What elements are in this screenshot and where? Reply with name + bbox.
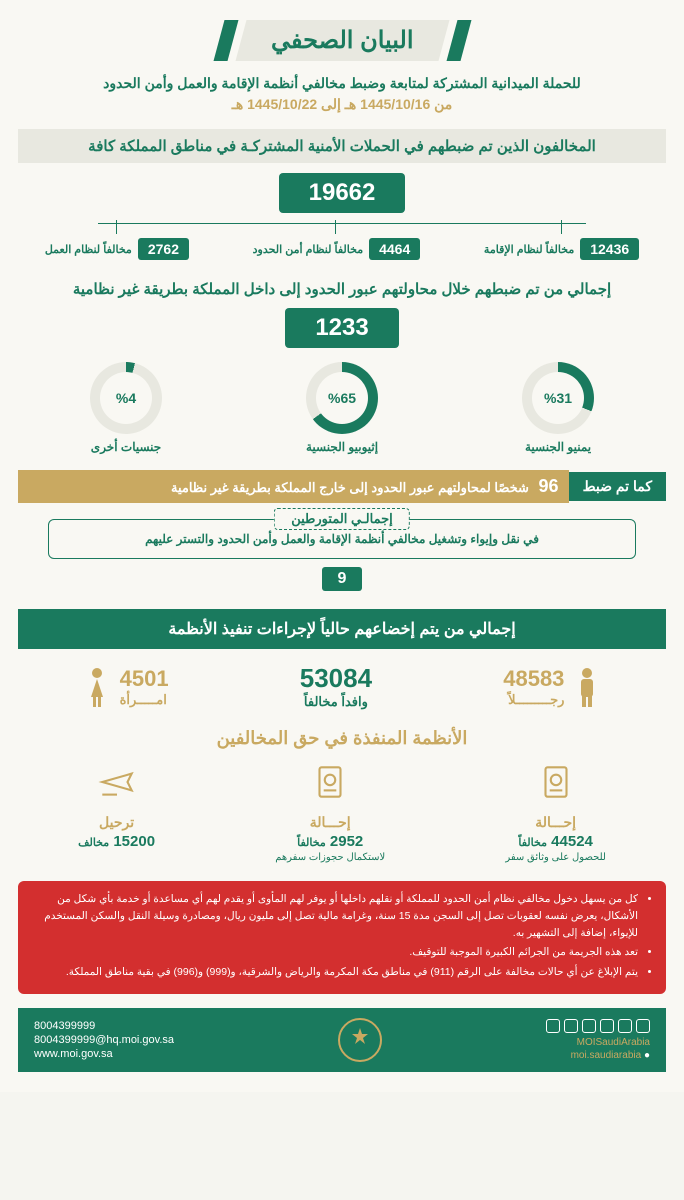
action-value: 44524 bbox=[551, 833, 593, 850]
gender-men: 48583 رجـــــــــلاً bbox=[503, 666, 600, 708]
footer-emblem bbox=[338, 1018, 382, 1062]
social-icon bbox=[618, 1019, 632, 1033]
warning-line: تعد هذه الجريمة من الجرائم الكبيرة الموج… bbox=[32, 944, 638, 961]
breakdown-value: 2762 bbox=[138, 238, 189, 260]
social-icon bbox=[636, 1019, 650, 1033]
pie-item: %65 إثيوبيو الجنسية bbox=[306, 362, 378, 454]
action-item: ترحيل 15200 مخالف bbox=[78, 761, 155, 863]
footer-site: www.moi.gov.sa bbox=[34, 1048, 174, 1060]
date-range: من 1445/10/16 هـ إلى 1445/10/22 هـ bbox=[18, 96, 666, 113]
gender-row: 48583 رجـــــــــلاً 53084 وافداً مخالفا… bbox=[18, 663, 666, 710]
action-title: إحـــالة bbox=[505, 814, 606, 831]
footer-handle: MOISaudiArabia bbox=[546, 1037, 650, 1048]
pie-percent: %31 bbox=[532, 372, 584, 424]
social-icon bbox=[564, 1019, 578, 1033]
emblem-icon bbox=[338, 1018, 382, 1062]
pie-percent: %4 bbox=[100, 372, 152, 424]
section2-title: إجمالي من تم ضبطهم خلال محاولتهم عبور ال… bbox=[18, 280, 666, 298]
action-sub: للحصول على وثائق سفر bbox=[505, 852, 606, 863]
breakdown-label: مخالفاً لنظام الإقامة bbox=[484, 243, 574, 256]
male-icon bbox=[574, 667, 600, 707]
action-unit: مخالفاً bbox=[518, 837, 547, 849]
warning-line: كل من يسهل دخول مخالفي نظام أمن الحدود ل… bbox=[32, 891, 638, 941]
warning-box: كل من يسهل دخول مخالفي نظام أمن الحدود ل… bbox=[18, 881, 666, 994]
footer-contact: 8004399999 8004399999@hq.moi.gov.sa www.… bbox=[34, 1020, 174, 1060]
men-label: رجـــــــــلاً bbox=[503, 692, 564, 708]
action-row: 15200 مخالف bbox=[78, 833, 155, 850]
footer-email: 8004399999@hq.moi.gov.sa bbox=[34, 1034, 174, 1046]
enforcement-bar: إجمالي من يتم إخضاعهم حالياً لإجراءات تن… bbox=[18, 609, 666, 649]
involved-tag: إجمالـي المتورطين bbox=[274, 508, 410, 530]
section2-total: 1233 bbox=[285, 308, 398, 348]
footer: MOISaudiArabia ● moi.saudiarabia 8004399… bbox=[18, 1008, 666, 1072]
action-item: إحـــالة 44524 مخالفاً للحصول على وثائق … bbox=[505, 761, 606, 863]
social-icons bbox=[546, 1019, 650, 1033]
action-title: ترحيل bbox=[78, 814, 155, 831]
involved-box: إجمالـي المتورطين في نقل وإيواء وتشغيل م… bbox=[48, 519, 636, 559]
footer-handle2: ● moi.saudiarabia bbox=[546, 1050, 650, 1061]
action-value: 15200 bbox=[113, 833, 155, 850]
footer-phone: 8004399999 bbox=[34, 1020, 174, 1032]
breakdown-item: 2762 مخالفاً لنظام العمل bbox=[45, 238, 189, 260]
breakdown-label: مخالفاً لنظام العمل bbox=[45, 243, 132, 256]
infographic-page: البيان الصحفي للحملة الميدانية المشتركة … bbox=[0, 0, 684, 1092]
actions-row: إحـــالة 44524 مخالفاً للحصول على وثائق … bbox=[18, 761, 666, 863]
main-title-text: البيان الصحفي bbox=[271, 26, 414, 55]
pie-item: %31 يمنيو الجنسية bbox=[522, 362, 594, 454]
section1-total: 19662 bbox=[279, 173, 406, 213]
outbound-number: 96 bbox=[539, 476, 559, 496]
pie-chart: %4 bbox=[90, 362, 162, 434]
breakdown-item: 12436 مخالفاً لنظام الإقامة bbox=[484, 238, 639, 260]
women-value: 4501 bbox=[120, 666, 169, 692]
warning-line: يتم الإبلاغ عن أي حالات مخالفة على الرقم… bbox=[32, 964, 638, 981]
men-value: 48583 bbox=[503, 666, 564, 692]
breakdown-value: 4464 bbox=[369, 238, 420, 260]
women-label: امـــــرأة bbox=[120, 692, 169, 708]
actions-heading: الأنظمة المنفذة في حق المخالفين bbox=[18, 728, 666, 749]
action-row: 2952 مخالفاً bbox=[275, 833, 385, 850]
outbound-bar: كما تم ضبط 96 شخصًا لمحاولتهم عبور الحدو… bbox=[18, 470, 666, 503]
pie-label: جنسيات أخرى bbox=[90, 440, 162, 454]
outbound-tag: كما تم ضبط bbox=[569, 472, 666, 501]
gender-women: 4501 امـــــرأة bbox=[84, 666, 169, 708]
breakdown-item: 4464 مخالفاً لنظام أمن الحدود bbox=[253, 238, 421, 260]
total-value: 53084 bbox=[300, 663, 372, 694]
section1-title: المخالفون الذين تم ضبطهم في الحملات الأم… bbox=[18, 129, 666, 163]
header: البيان الصحفي bbox=[18, 20, 666, 61]
action-item: إحـــالة 2952 مخالفاً لاستكمال حجوزات سف… bbox=[275, 761, 385, 863]
pie-row: %31 يمنيو الجنسية %65 إثيوبيو الجنسية %4… bbox=[18, 362, 666, 454]
main-title: البيان الصحفي bbox=[235, 20, 448, 61]
footer-social: MOISaudiArabia ● moi.saudiarabia bbox=[546, 1019, 650, 1061]
outbound-text: 96 شخصًا لمحاولتهم عبور الحدود إلى خارج … bbox=[18, 470, 569, 503]
gender-total: 53084 وافداً مخالفاً bbox=[300, 663, 372, 710]
action-value: 2952 bbox=[330, 833, 363, 850]
passport-icon bbox=[535, 761, 577, 803]
action-row: 44524 مخالفاً bbox=[505, 833, 606, 850]
total-label: وافداً مخالفاً bbox=[300, 694, 372, 710]
pie-label: يمنيو الجنسية bbox=[522, 440, 594, 454]
social-icon bbox=[582, 1019, 596, 1033]
action-unit: مخالفاً bbox=[297, 837, 326, 849]
passport-icon bbox=[309, 761, 351, 803]
section1-breakdown: 12436 مخالفاً لنظام الإقامة 4464 مخالفاً… bbox=[18, 238, 666, 260]
breakdown-value: 12436 bbox=[580, 238, 639, 260]
action-unit: مخالف bbox=[78, 837, 109, 849]
action-sub: لاستكمال حجوزات سفرهم bbox=[275, 852, 385, 863]
breakdown-label: مخالفاً لنظام أمن الحدود bbox=[253, 243, 363, 256]
involved-text: في نقل وإيواء وتشغيل مخالفي أنظمة الإقام… bbox=[61, 532, 623, 546]
connector bbox=[98, 223, 586, 224]
social-icon bbox=[546, 1019, 560, 1033]
outbound-desc: شخصًا لمحاولتهم عبور الحدود إلى خارج الم… bbox=[171, 480, 529, 495]
pie-chart: %65 bbox=[306, 362, 378, 434]
plane-icon bbox=[96, 761, 138, 803]
social-icon bbox=[600, 1019, 614, 1033]
involved-value: 9 bbox=[322, 567, 363, 591]
action-title: إحـــالة bbox=[275, 814, 385, 831]
pie-percent: %65 bbox=[316, 372, 368, 424]
pie-label: إثيوبيو الجنسية bbox=[306, 440, 378, 454]
subtitle: للحملة الميدانية المشتركة لمتابعة وضبط م… bbox=[18, 75, 666, 92]
pie-chart: %31 bbox=[522, 362, 594, 434]
pie-item: %4 جنسيات أخرى bbox=[90, 362, 162, 454]
female-icon bbox=[84, 667, 110, 707]
